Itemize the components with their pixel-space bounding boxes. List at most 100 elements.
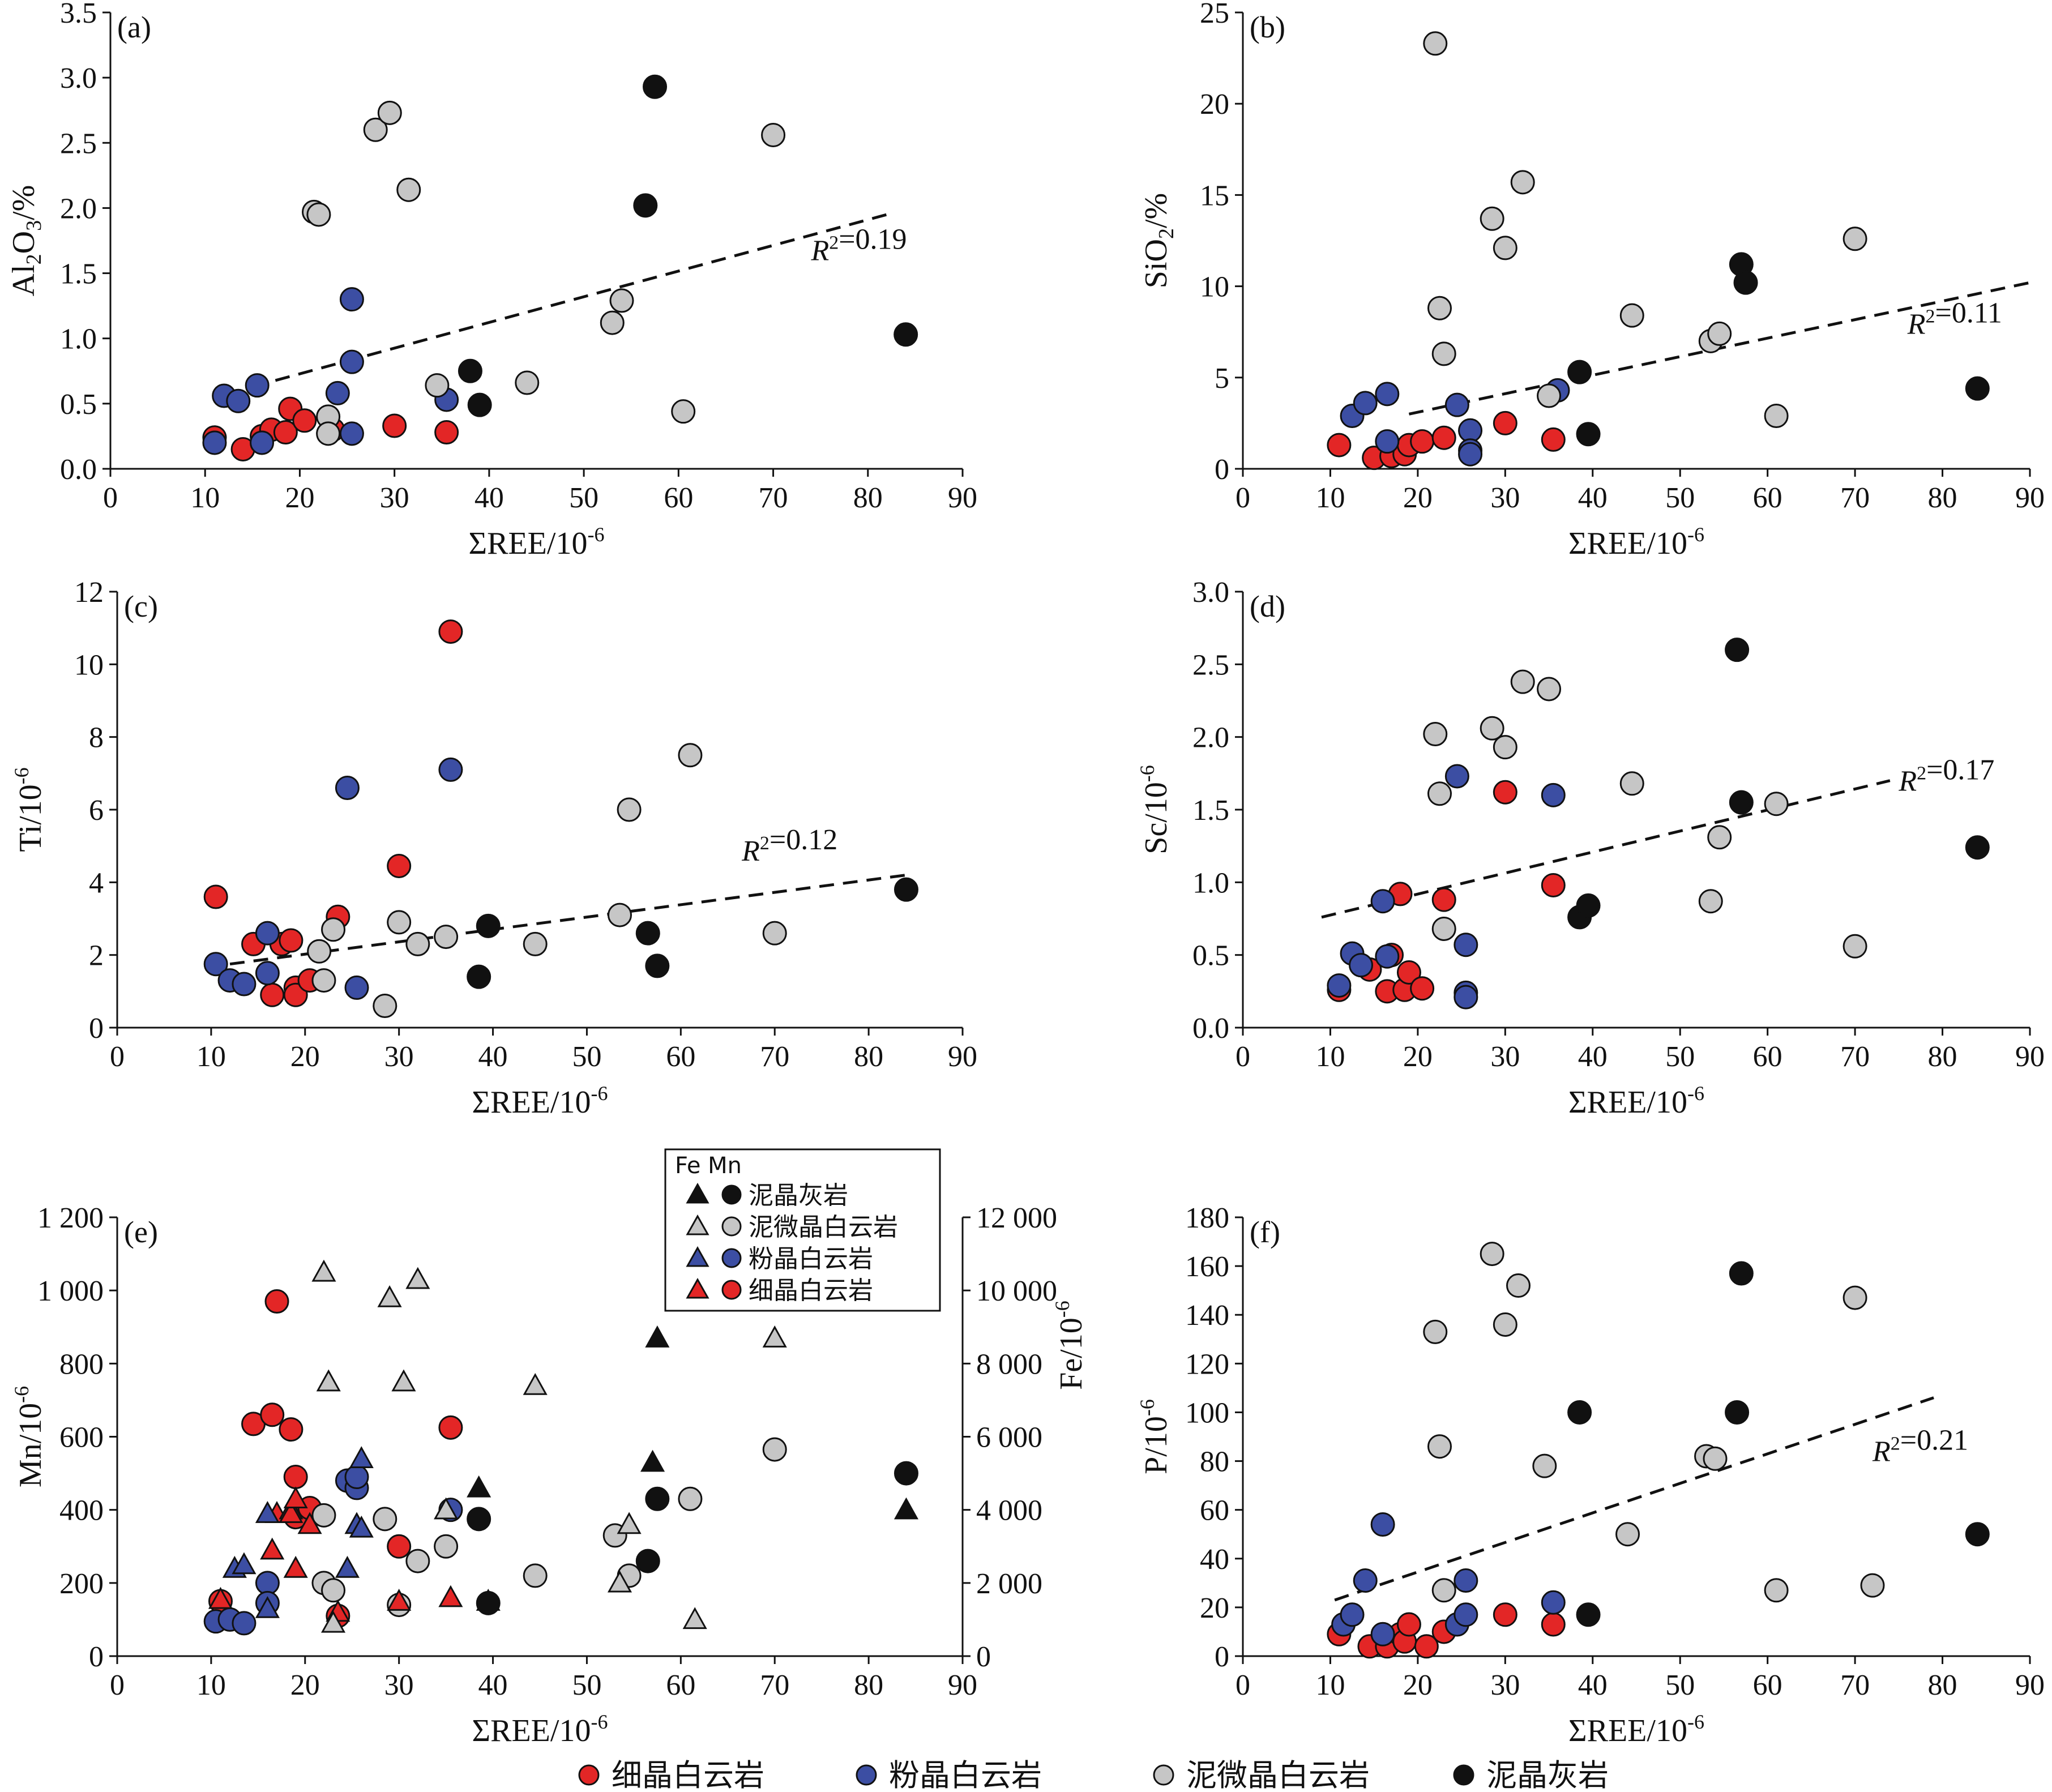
legend-item-micrite-dolostone: 泥微晶白云岩 xyxy=(1153,1757,1370,1792)
data-point-triangle xyxy=(349,1515,374,1538)
data-point xyxy=(635,921,660,946)
data-point xyxy=(1423,1319,1448,1344)
x-tick-label: 70 xyxy=(759,482,788,514)
data-point xyxy=(1431,916,1456,941)
data-point xyxy=(1493,410,1517,435)
data-point xyxy=(1733,270,1758,295)
data-point xyxy=(279,928,303,953)
y-axis-label: Al2O3/% xyxy=(6,185,46,297)
data-point xyxy=(523,931,548,956)
panel-label: (c) xyxy=(124,589,158,623)
legend-marker-powder-dolostone xyxy=(856,1764,877,1786)
data-point xyxy=(344,975,369,1000)
inset-legend-triangle xyxy=(686,1182,709,1204)
y-tick-label: 140 xyxy=(1185,1299,1229,1332)
data-point xyxy=(405,1549,430,1573)
data-point-triangle xyxy=(523,1372,548,1395)
trend-line xyxy=(1321,779,1891,919)
data-point-triangle xyxy=(438,1585,463,1607)
x-tick-label: 80 xyxy=(1928,1041,1957,1073)
data-point-triangle xyxy=(607,1570,632,1593)
data-point-triangle xyxy=(682,1607,707,1630)
data-point xyxy=(476,913,501,938)
x-tick-label: 50 xyxy=(1665,482,1695,514)
x-tick-label: 30 xyxy=(384,1041,414,1073)
data-point xyxy=(1454,1568,1478,1593)
x-tick-label: 10 xyxy=(1315,1669,1345,1701)
data-point xyxy=(1510,669,1535,694)
x-tick-label: 40 xyxy=(478,1669,508,1701)
data-point xyxy=(1431,425,1456,450)
x-tick-label: 10 xyxy=(196,1041,226,1073)
data-point xyxy=(458,358,482,383)
data-point xyxy=(1567,360,1592,384)
data-point xyxy=(1860,1573,1885,1598)
data-point-triangle xyxy=(283,1555,308,1578)
data-point xyxy=(1541,1590,1566,1615)
data-point xyxy=(1619,771,1644,796)
data-point-triangle xyxy=(208,1586,233,1609)
x-tick-label: 20 xyxy=(290,1041,320,1073)
x-axis-label: ΣREE/10-6 xyxy=(1568,523,1704,561)
y-tick-label: 0.0 xyxy=(1192,1012,1229,1045)
panel-label: (a) xyxy=(117,10,151,44)
y-tick-label: 1.0 xyxy=(60,323,97,356)
data-point xyxy=(671,399,696,424)
data-point xyxy=(1698,889,1723,914)
y-tick-label: 2 xyxy=(89,940,104,972)
data-point-triangle xyxy=(377,1285,402,1307)
data-point xyxy=(438,1415,463,1440)
y-tick-label: 0 xyxy=(1215,454,1229,486)
inset-legend-label: 泥微晶白云岩 xyxy=(749,1213,898,1242)
data-point xyxy=(1506,1273,1531,1298)
y-tick-label: 3.0 xyxy=(60,62,97,95)
x-tick-label: 40 xyxy=(1578,482,1608,514)
data-point-triangle xyxy=(617,1512,642,1534)
y-tick-label: 1.0 xyxy=(1192,867,1229,899)
x-tick-label: 70 xyxy=(1840,1669,1870,1701)
data-point xyxy=(600,310,625,335)
data-point xyxy=(264,1289,289,1314)
data-point xyxy=(608,903,632,927)
y-tick-label: 2.5 xyxy=(60,127,97,160)
data-point xyxy=(396,177,421,202)
y-tick-label: 2.5 xyxy=(1192,649,1229,681)
x-tick-label: 50 xyxy=(572,1041,601,1073)
data-point xyxy=(387,1534,412,1559)
y-tick-label: 20 xyxy=(1200,88,1229,121)
data-point xyxy=(762,921,787,946)
y-tick-label: 12 xyxy=(74,576,104,609)
data-point xyxy=(311,1503,336,1528)
data-point xyxy=(363,117,388,142)
data-point xyxy=(1537,383,1562,408)
data-point xyxy=(321,1578,346,1603)
data-point xyxy=(1842,226,1867,251)
legend-marker-micrite-limestone xyxy=(1453,1764,1474,1786)
data-point xyxy=(1396,960,1421,985)
x-tick-label: 60 xyxy=(666,1041,695,1073)
y-tick-label: 60 xyxy=(1200,1495,1229,1527)
y-tick-label: 400 xyxy=(59,1495,104,1527)
data-point xyxy=(1327,973,1352,998)
data-point xyxy=(373,1507,397,1532)
data-point xyxy=(678,743,703,768)
y-tick-label: 0.5 xyxy=(60,388,97,421)
x-tick-label: 40 xyxy=(478,1041,508,1073)
data-point xyxy=(316,421,341,446)
x-tick-label: 40 xyxy=(1578,1669,1608,1701)
data-point xyxy=(292,408,317,433)
data-point xyxy=(373,994,397,1018)
data-point-triangle xyxy=(467,1475,491,1498)
y-tick-label: 2.0 xyxy=(60,193,97,225)
data-point xyxy=(1423,31,1448,56)
y-tick-label: 0 xyxy=(89,1012,104,1045)
y-tick-label: 80 xyxy=(1200,1446,1229,1478)
panel-label: (b) xyxy=(1250,10,1285,44)
data-point xyxy=(1615,1522,1640,1547)
legend-item-fine-dolostone: 细晶白云岩 xyxy=(578,1757,764,1792)
data-point xyxy=(1480,206,1504,231)
data-point xyxy=(635,1549,660,1573)
inset-legend-circle xyxy=(721,1216,742,1237)
data-point xyxy=(678,1486,703,1511)
y2-tick-label: 8 000 xyxy=(976,1348,1042,1380)
